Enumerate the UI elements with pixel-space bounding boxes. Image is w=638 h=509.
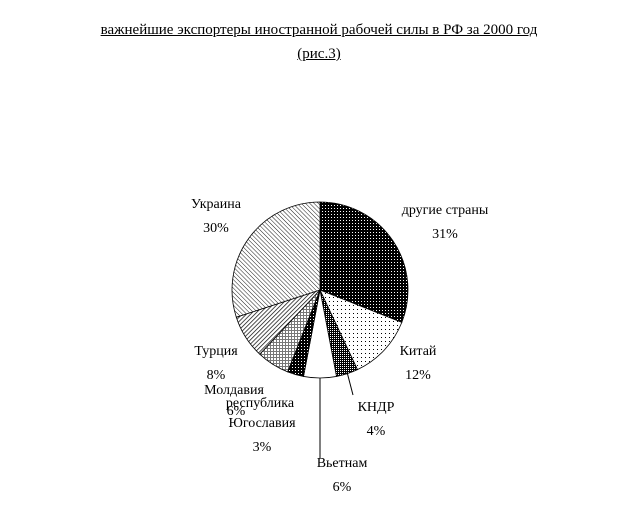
slice-value-label: 31% bbox=[432, 227, 458, 242]
slice-name-label: другие страны bbox=[402, 203, 489, 218]
slice-name-label: КНДР bbox=[358, 400, 395, 415]
slice-name-label: Украина bbox=[191, 197, 242, 212]
chart-title: важнейшие экспортеры иностранной рабочей… bbox=[100, 22, 538, 38]
slice-value-label: 6% bbox=[333, 480, 352, 495]
slice-value-label: 30% bbox=[203, 221, 229, 236]
leader-line bbox=[346, 371, 354, 396]
slice-value-label: 4% bbox=[367, 424, 386, 439]
slice-value-label: 12% bbox=[405, 368, 431, 383]
slice-name-label: Молдавия республика bbox=[204, 383, 295, 411]
pie-slice bbox=[319, 289, 403, 371]
pie-slice bbox=[319, 201, 409, 323]
slice-value-label: 3% bbox=[253, 440, 272, 455]
slice-name-label: Турция bbox=[194, 344, 238, 359]
slice-value-label: 8% bbox=[207, 368, 226, 383]
slice-labels: другие страны31%Китай12%КНДР4%Вьетнам6%Ю… bbox=[191, 197, 489, 495]
slice-name-label: Вьетнам bbox=[317, 456, 368, 471]
pie-slice bbox=[231, 201, 321, 318]
leader-lines bbox=[319, 371, 354, 458]
slice-name-label: Китай bbox=[400, 344, 437, 359]
slice-name-label: Югославия bbox=[228, 416, 296, 431]
chart-subtitle: (рис.3) bbox=[297, 46, 341, 62]
pie-slices bbox=[231, 201, 409, 379]
slice-value-label: 6% bbox=[227, 404, 246, 419]
